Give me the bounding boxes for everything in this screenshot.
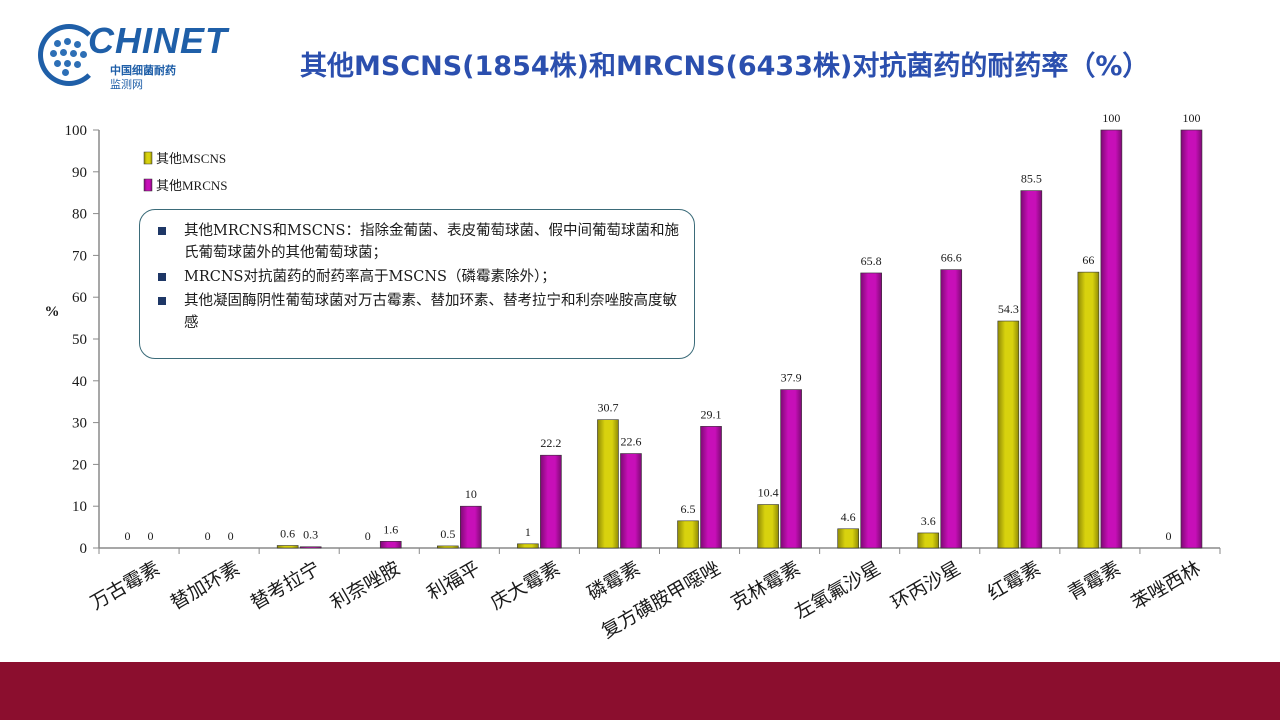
data-label: 0.6 — [280, 526, 295, 540]
data-label: 100 — [1182, 111, 1200, 125]
bar-mscns — [757, 504, 779, 549]
data-label: 0 — [148, 529, 154, 543]
notes-box: 其他MRCNS和MSCNS：指除金葡菌、表皮葡萄球菌、假中间葡萄球菌和施氏葡萄球… — [139, 209, 695, 359]
data-label: 65.8 — [861, 254, 882, 268]
y-tick-label: 60 — [72, 290, 87, 306]
bar-mscns — [437, 545, 459, 549]
y-tick-label: 10 — [72, 499, 87, 515]
data-label: 1 — [525, 525, 531, 539]
x-tick-label: 利奈唑胺 — [327, 557, 404, 614]
note-item-3: 其他凝固酶阴性葡萄球菌对万古霉素、替加环素、替考拉宁和利奈唑胺高度敏感 — [156, 290, 680, 334]
data-label: 4.6 — [841, 510, 856, 524]
chinet-logo: CHINET 中国细菌耐药 监测网 — [38, 20, 227, 100]
x-tick-label: 替考拉宁 — [247, 557, 324, 614]
bar-mscns — [837, 528, 859, 549]
bar-mrcns — [1020, 190, 1043, 549]
note-item-1: 其他MRCNS和MSCNS：指除金葡菌、表皮葡萄球菌、假中间葡萄球菌和施氏葡萄球… — [156, 220, 680, 264]
bar-mrcns — [299, 546, 322, 549]
data-label: 22.6 — [620, 435, 641, 449]
bar-mscns — [517, 543, 539, 549]
bar-mrcns — [1100, 129, 1123, 549]
data-label: 10 — [465, 487, 477, 501]
bar-mscns — [597, 419, 619, 549]
y-tick-label: 30 — [72, 416, 87, 432]
logo-dots-icon — [50, 38, 90, 76]
x-tick-label: 替加环素 — [167, 557, 244, 614]
y-tick-label: 20 — [72, 457, 87, 473]
data-label: 22.2 — [540, 436, 561, 450]
data-label: 54.3 — [998, 302, 1019, 316]
data-label: 66.6 — [941, 251, 962, 265]
bar-mrcns — [940, 269, 963, 549]
bar-mscns — [677, 520, 699, 549]
bar-mrcns — [860, 272, 882, 549]
data-label: 37.9 — [781, 371, 802, 385]
legend-swatch — [143, 151, 153, 165]
y-tick-label: 100 — [65, 123, 88, 139]
legend-label: 其他MRCNS — [156, 178, 228, 193]
bar-mscns — [917, 532, 940, 549]
y-tick-label: 70 — [72, 248, 87, 264]
data-label: 0 — [205, 529, 211, 543]
bar-mrcns — [540, 454, 562, 549]
data-label: 0 — [365, 529, 371, 543]
data-label: 66 — [1082, 253, 1094, 267]
bar-mrcns — [780, 389, 802, 549]
y-tick-label: 80 — [72, 207, 87, 223]
x-tick-label: 磷霉素 — [584, 557, 644, 605]
data-label: 1.6 — [383, 522, 398, 536]
x-tick-label: 苯唑西林 — [1128, 557, 1205, 614]
bar-mrcns — [460, 505, 482, 549]
logo-name: CHINET — [88, 20, 228, 61]
data-label: 85.5 — [1021, 172, 1042, 186]
data-label: 100 — [1102, 111, 1120, 125]
note-item-2: MRCNS对抗菌药的耐药率高于MSCNS（磷霉素除外）； — [156, 266, 680, 288]
y-tick-label: 50 — [72, 332, 87, 348]
x-tick-label: 利福平 — [423, 557, 483, 605]
y-axis-label: % — [45, 304, 60, 320]
chart-bars — [276, 129, 1203, 549]
y-tick-label: 90 — [72, 165, 87, 181]
bar-mrcns — [620, 453, 642, 549]
data-label: 0 — [228, 529, 234, 543]
x-tick-label: 庆大霉素 — [487, 557, 564, 614]
data-label: 3.6 — [921, 514, 936, 528]
bar-mrcns — [1180, 129, 1203, 549]
bar-mscns — [1077, 271, 1100, 549]
data-label: 0.3 — [303, 528, 318, 542]
page-title: 其他MSCNS(1854株)和MRCNS(6433株)对抗菌药的耐药率（%） — [300, 51, 1150, 82]
bar-mscns — [997, 320, 1020, 549]
bar-mrcns — [379, 541, 402, 549]
data-label: 0 — [1165, 529, 1171, 543]
data-label: 29.1 — [701, 407, 722, 421]
y-tick-label: 40 — [72, 374, 87, 390]
data-label: 10.4 — [758, 486, 779, 500]
data-label: 0 — [125, 529, 131, 543]
x-tick-label: 左氧氟沙星 — [791, 557, 884, 624]
chart-legend: 其他MSCNS 其他MRCNS — [143, 151, 228, 193]
logo-subtitle-2: 监测网 — [110, 78, 143, 91]
data-label: 30.7 — [597, 401, 618, 415]
data-label: 0.5 — [440, 527, 455, 541]
bar-mscns — [276, 545, 299, 549]
x-tick-label: 万古霉素 — [87, 557, 164, 614]
logo-subtitle-1: 中国细菌耐药 — [110, 64, 176, 77]
data-label: 6.5 — [681, 502, 696, 516]
y-tick-label: 0 — [80, 541, 88, 557]
bar-mrcns — [700, 426, 722, 549]
x-tick-label: 环丙沙星 — [888, 558, 964, 614]
x-tick-label: 青霉素 — [1064, 557, 1124, 605]
legend-label: 其他MSCNS — [156, 151, 226, 166]
logo-ring-icon — [38, 24, 100, 86]
x-tick-label: 红霉素 — [984, 557, 1044, 605]
footer-bar — [0, 662, 1280, 720]
legend-swatch — [143, 178, 153, 192]
